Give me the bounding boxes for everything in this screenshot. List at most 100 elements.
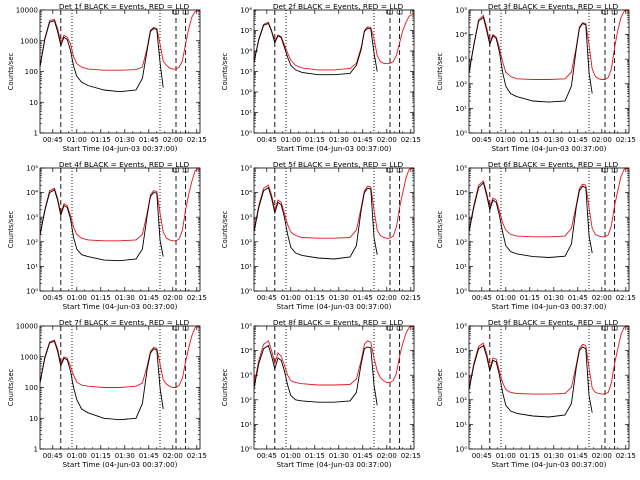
y-tick-label: 10⁵: [455, 165, 467, 173]
y-tick-label: 10¹: [455, 421, 467, 429]
y-tick-label: 10³: [240, 372, 252, 380]
y-axis-title: Counts/sec: [7, 369, 15, 407]
series-events-line: [469, 16, 593, 103]
panel-title: Det 8f BLACK = Events, RED = LLD: [273, 318, 404, 327]
x-tick-label: 01:45: [353, 294, 373, 302]
y-tick-label: 10³: [240, 68, 252, 76]
y-tick-label: 10¹: [455, 263, 467, 271]
x-tick-label: 01:15: [305, 452, 325, 460]
y-tick-label: 10⁴: [240, 347, 252, 355]
x-tick-label: 01:00: [281, 452, 301, 460]
y-tick-label: 10¹: [240, 109, 252, 117]
x-tick-label: 02:00: [592, 452, 612, 460]
plot-frame: [253, 9, 415, 134]
x-tick-label: 02:15: [616, 294, 636, 302]
y-tick-label: 1000: [20, 353, 38, 361]
series-events-line: [40, 340, 164, 421]
y-tick-label: 10⁴: [240, 48, 252, 56]
series-events-line: [40, 189, 164, 262]
x-tick-label: 02:15: [616, 136, 636, 144]
x-tick-label: 01:45: [139, 294, 159, 302]
x-tick-label: 01:15: [520, 136, 540, 144]
x-tick-label: 01:45: [568, 136, 588, 144]
x-tick-label: 01:45: [353, 136, 373, 144]
y-tick-label: 10⁵: [455, 7, 467, 15]
x-tick-label: 00:45: [43, 294, 63, 302]
y-tick-label: 10³: [455, 56, 467, 64]
y-axis-title: Counts/sec: [221, 369, 229, 407]
y-axis-title: Counts/sec: [7, 53, 15, 91]
x-tick-label: 02:00: [592, 136, 612, 144]
y-tick-label: 10⁰: [455, 446, 467, 454]
x-tick-label: 00:45: [43, 452, 63, 460]
panel-title: Det 7f BLACK = Events, RED = LLD: [59, 318, 190, 327]
x-axis-title: Start Time (04-Jun-03 00:37:00): [276, 302, 391, 311]
y-tick-label: 10⁴: [26, 189, 38, 197]
y-tick-label: 10²: [455, 80, 467, 88]
x-axis-title: Start Time (04-Jun-03 00:37:00): [62, 302, 177, 311]
plot-frame: [468, 9, 630, 134]
x-tick-label: 01:30: [544, 452, 564, 460]
y-tick-label: 100: [25, 384, 38, 392]
plot-frame: [39, 9, 201, 134]
y-tick-label: 10¹: [26, 263, 38, 271]
x-tick-label: 01:30: [329, 136, 349, 144]
panel-title: Det 4f BLACK = Events, RED = LLD: [59, 160, 190, 169]
y-tick-label: 10³: [455, 372, 467, 380]
x-axis-title: Start Time (04-Jun-03 00:37:00): [491, 144, 606, 153]
panel-det-4f: Det 4f BLACK = Events, RED = LLD 10⁰ 10¹ 10…: [7, 160, 207, 311]
panel-det-1f: Det 1f BLACK = Events, RED = LLD 1 10 100 10…: [7, 2, 207, 153]
plot-frame: [39, 167, 201, 292]
x-axis-title: Start Time (04-Jun-03 00:37:00): [62, 144, 177, 153]
x-tick-label: 01:00: [67, 136, 87, 144]
y-tick-label: 10⁰: [455, 130, 467, 138]
x-tick-label: 01:15: [91, 136, 111, 144]
x-tick-label: 01:30: [544, 136, 564, 144]
x-axis-title: Start Time (04-Jun-03 00:37:00): [491, 460, 606, 469]
x-tick-label: 00:45: [43, 136, 63, 144]
y-tick-label: 10⁰: [26, 288, 38, 296]
series-events-line: [40, 20, 164, 93]
x-tick-label: 01:30: [115, 452, 135, 460]
x-tick-label: 02:15: [401, 294, 421, 302]
x-tick-label: 01:30: [115, 136, 135, 144]
y-tick-label: 10³: [26, 214, 38, 222]
series-events-line: [254, 186, 378, 260]
y-tick-label: 10¹: [240, 421, 252, 429]
x-axis-title: Start Time (04-Jun-03 00:37:00): [276, 460, 391, 469]
x-tick-label: 01:00: [281, 136, 301, 144]
plot-frame: [468, 167, 630, 292]
x-tick-label: 02:15: [187, 452, 207, 460]
y-tick-label: 1: [34, 446, 38, 454]
y-tick-label: 10⁵: [240, 27, 252, 35]
y-tick-label: 10²: [455, 238, 467, 246]
y-tick-label: 10²: [240, 89, 252, 97]
y-axis-title: Counts/sec: [221, 53, 229, 91]
x-tick-label: 01:45: [568, 452, 588, 460]
y-tick-label: 100: [25, 68, 38, 76]
panel-title: Det 6f BLACK = Events, RED = LLD: [488, 160, 619, 169]
x-tick-label: 02:15: [401, 452, 421, 460]
panel-det-2f: Det 2f BLACK = Events, RED = LLD 10⁰ 10¹ 10…: [221, 2, 421, 153]
x-tick-label: 01:30: [329, 294, 349, 302]
x-axis-title: Start Time (04-Jun-03 00:37:00): [276, 144, 391, 153]
x-tick-label: 01:15: [520, 294, 540, 302]
y-tick-label: 10⁰: [455, 288, 467, 296]
x-axis-title: Start Time (04-Jun-03 00:37:00): [491, 302, 606, 311]
x-tick-label: 01:15: [520, 452, 540, 460]
y-tick-label: 10²: [240, 396, 252, 404]
y-tick-label: 10⁵: [26, 165, 38, 173]
y-tick-label: 10⁰: [240, 446, 252, 454]
x-tick-label: 00:45: [472, 294, 492, 302]
y-tick-label: 10²: [240, 238, 252, 246]
x-tick-label: 00:45: [257, 294, 277, 302]
x-tick-label: 02:00: [163, 294, 183, 302]
series-events-line: [469, 181, 593, 258]
x-tick-label: 01:00: [67, 294, 87, 302]
y-tick-label: 1: [34, 130, 38, 138]
x-tick-label: 02:00: [163, 452, 183, 460]
x-tick-label: 01:30: [544, 294, 564, 302]
y-tick-label: 10⁰: [240, 288, 252, 296]
x-axis-title: Start Time (04-Jun-03 00:37:00): [62, 460, 177, 469]
